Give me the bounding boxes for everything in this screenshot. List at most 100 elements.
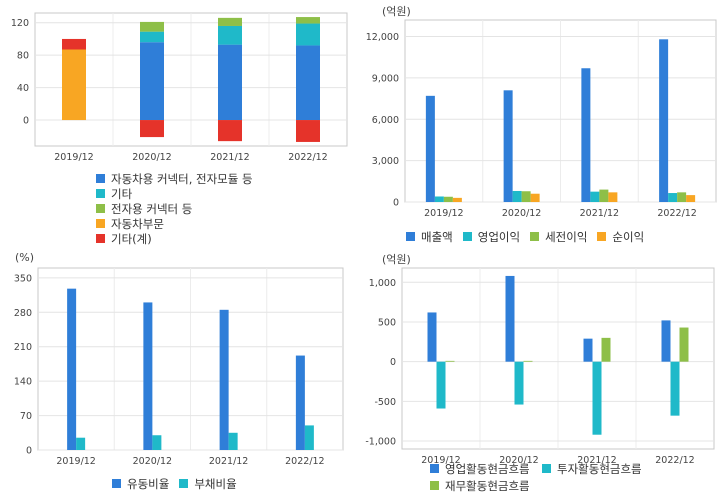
bar (143, 302, 153, 450)
legend-swatch (406, 232, 415, 241)
ratios-panel: (%) 0 70 140 210 280 350 2019/12 2020/12 2021/12… (0, 248, 360, 496)
bar (218, 17, 242, 26)
y-tick-label: 140 (14, 377, 32, 388)
revenue-composition-chart: 0 40 80 120 2019/12 2020/12 2021/12 2022/12 (11, 12, 348, 163)
y-tick-label: 12,000 (366, 32, 399, 43)
bar (67, 288, 77, 450)
bar (219, 309, 229, 450)
legend-item[interactable]: 기타(계) (96, 231, 253, 246)
bar (530, 193, 540, 202)
income-panel: (억원) 0 3,000 6,000 9,000 12,000 2019/12 2020/1… (360, 0, 720, 248)
x-tick-label: 2020/12 (499, 455, 538, 466)
bar (452, 197, 462, 202)
legend-item[interactable]: 순이익 (597, 229, 644, 244)
y-tick-label: 0 (26, 446, 32, 457)
bar (218, 44, 242, 121)
bar (503, 90, 513, 202)
bar (512, 190, 522, 202)
legend-swatch (96, 204, 105, 213)
bar (599, 189, 609, 202)
y-tick-label: 9,000 (372, 73, 399, 84)
x-tick-label: 2021/12 (209, 456, 248, 467)
bar (686, 195, 696, 202)
legend-swatch (96, 219, 105, 228)
bar (443, 196, 453, 202)
legend-label: 영업이익 (477, 229, 521, 244)
bar (218, 120, 242, 142)
legend-swatch (430, 481, 439, 490)
cashflow-unit-label: (억원) (382, 253, 411, 266)
ratios-legend: 유동비율 부채비율 (112, 476, 237, 491)
bar (670, 361, 680, 416)
income-unit-label: (억원) (382, 5, 411, 18)
bar (425, 95, 435, 202)
legend-item[interactable]: 재무활동현금흐름 (430, 478, 542, 493)
bar (296, 45, 320, 121)
y-tick-label: 280 (14, 308, 32, 319)
bar (436, 361, 446, 409)
bar (62, 38, 86, 50)
bar (608, 192, 618, 202)
bar (583, 338, 593, 362)
legend-label: 순이익 (612, 229, 645, 244)
legend-label: 기타 (111, 186, 133, 201)
bar (659, 39, 669, 202)
legend-label: 투자활동현금흐름 (557, 461, 642, 476)
y-tick-label: 70 (20, 411, 32, 422)
legend-label: 재무활동현금흐름 (445, 478, 530, 493)
y-tick-label: 350 (14, 273, 32, 284)
legend-item[interactable]: 세전이익 (530, 229, 587, 244)
legend-item[interactable]: 유동비율 (112, 476, 169, 491)
y-tick-label: 80 (17, 51, 29, 62)
legend-item[interactable]: 투자활동현금흐름 (542, 461, 662, 476)
legend-item[interactable]: 자동차부문 (96, 216, 253, 231)
bar (140, 21, 164, 32)
bar (304, 425, 314, 450)
y-tick-label: 0 (23, 116, 29, 127)
legend-label: 영업활동현금흐름 (445, 461, 530, 476)
y-tick-label: -500 (374, 397, 396, 408)
bar (505, 275, 515, 362)
x-tick-label: 2020/12 (133, 456, 172, 467)
bar (601, 337, 611, 362)
bar (445, 360, 455, 362)
bar (668, 193, 678, 202)
bar (590, 191, 600, 202)
bar (427, 312, 437, 362)
legend-item[interactable]: 기타 (96, 186, 253, 201)
y-tick-label: 0 (393, 198, 399, 209)
legend-item[interactable]: 전자용 커넥터 등 (96, 201, 253, 216)
x-tick-label: 2020/12 (132, 152, 171, 163)
legend-swatch (542, 464, 551, 473)
legend-label: 세전이익 (545, 229, 588, 244)
x-tick-label: 2019/12 (421, 455, 460, 466)
bar (592, 361, 602, 435)
y-tick-label: -1,000 (365, 437, 396, 448)
bar (62, 49, 86, 121)
bar (140, 120, 164, 138)
y-tick-label: 1,000 (369, 278, 396, 289)
legend-item[interactable]: 자동차용 커넥터, 전자모듈 등 (96, 171, 253, 186)
legend-swatch (462, 232, 472, 241)
bar (296, 120, 320, 142)
bar (218, 25, 242, 45)
legend-item[interactable]: 영업활동현금흐름 (430, 461, 542, 476)
income-chart: 0 3,000 6,000 9,000 12,000 2019/12 2020/12 2021… (366, 19, 717, 219)
legend-item[interactable]: 부채비율 (179, 476, 237, 491)
bar (228, 432, 238, 450)
x-tick-label: 2022/12 (655, 455, 694, 466)
legend-label: 자동차용 커넥터, 전자모듈 등 (111, 171, 253, 186)
legend-item[interactable]: 매출액 (406, 229, 453, 244)
x-tick-label: 2022/12 (288, 152, 327, 163)
revenue-composition-panel: 0 40 80 120 2019/12 2020/12 2021/12 2022/12 자동차… (0, 0, 360, 248)
legend-item[interactable]: 영업이익 (462, 229, 521, 244)
y-tick-label: 120 (11, 18, 29, 29)
y-tick-label: 500 (378, 317, 396, 328)
income-legend: 매출액 영업이익 세전이익 순이익 (406, 229, 644, 244)
revenue-composition-legend: 자동차용 커넥터, 전자모듈 등 기타 전자용 커넥터 등 자동차부문 기타(계) (96, 171, 253, 246)
legend-swatch (430, 464, 439, 473)
legend-swatch (96, 189, 105, 198)
bar (296, 17, 320, 24)
bar (296, 23, 320, 46)
